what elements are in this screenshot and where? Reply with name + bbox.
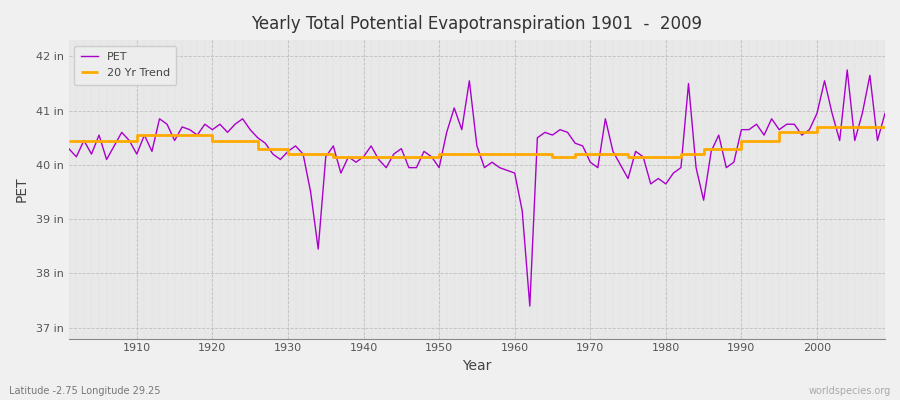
20 Yr Trend [698, 146, 709, 151]
20 Yr Trend [547, 154, 558, 159]
Text: Latitude -2.75 Longitude 29.25: Latitude -2.75 Longitude 29.25 [9, 386, 160, 396]
20 Yr Trend [570, 154, 580, 159]
20 Yr Trend [570, 152, 580, 156]
20 Yr Trend [328, 154, 338, 159]
Legend: PET, 20 Yr Trend: PET, 20 Yr Trend [75, 46, 176, 85]
20 Yr Trend [283, 146, 293, 151]
20 Yr Trend [774, 138, 785, 143]
PET [608, 149, 618, 154]
PET [290, 144, 301, 148]
20 Yr Trend [812, 124, 823, 129]
PET [63, 146, 74, 151]
20 Yr Trend [736, 138, 747, 143]
Y-axis label: PET: PET [15, 176, 29, 202]
20 Yr Trend [63, 138, 74, 143]
20 Yr Trend [698, 152, 709, 156]
20 Yr Trend [434, 152, 445, 156]
PET [879, 111, 890, 116]
20 Yr Trend [434, 154, 445, 159]
20 Yr Trend [131, 138, 142, 143]
X-axis label: Year: Year [463, 359, 491, 373]
Line: PET: PET [68, 70, 885, 306]
PET [501, 168, 512, 173]
20 Yr Trend [623, 152, 634, 156]
Title: Yearly Total Potential Evapotranspiration 1901  -  2009: Yearly Total Potential Evapotranspiratio… [251, 15, 702, 33]
20 Yr Trend [879, 124, 890, 129]
PET [336, 171, 346, 176]
20 Yr Trend [736, 146, 747, 151]
Text: worldspecies.org: worldspecies.org [809, 386, 891, 396]
20 Yr Trend [131, 133, 142, 138]
PET [124, 138, 135, 143]
20 Yr Trend [252, 146, 263, 151]
20 Yr Trend [623, 154, 634, 159]
20 Yr Trend [774, 130, 785, 135]
20 Yr Trend [812, 130, 823, 135]
20 Yr Trend [676, 154, 687, 159]
PET [525, 304, 535, 308]
20 Yr Trend [252, 138, 263, 143]
20 Yr Trend [547, 152, 558, 156]
PET [509, 171, 520, 176]
20 Yr Trend [207, 138, 218, 143]
PET [842, 68, 852, 72]
Line: 20 Yr Trend: 20 Yr Trend [68, 127, 885, 157]
20 Yr Trend [676, 152, 687, 156]
20 Yr Trend [283, 152, 293, 156]
20 Yr Trend [207, 133, 218, 138]
20 Yr Trend [328, 152, 338, 156]
